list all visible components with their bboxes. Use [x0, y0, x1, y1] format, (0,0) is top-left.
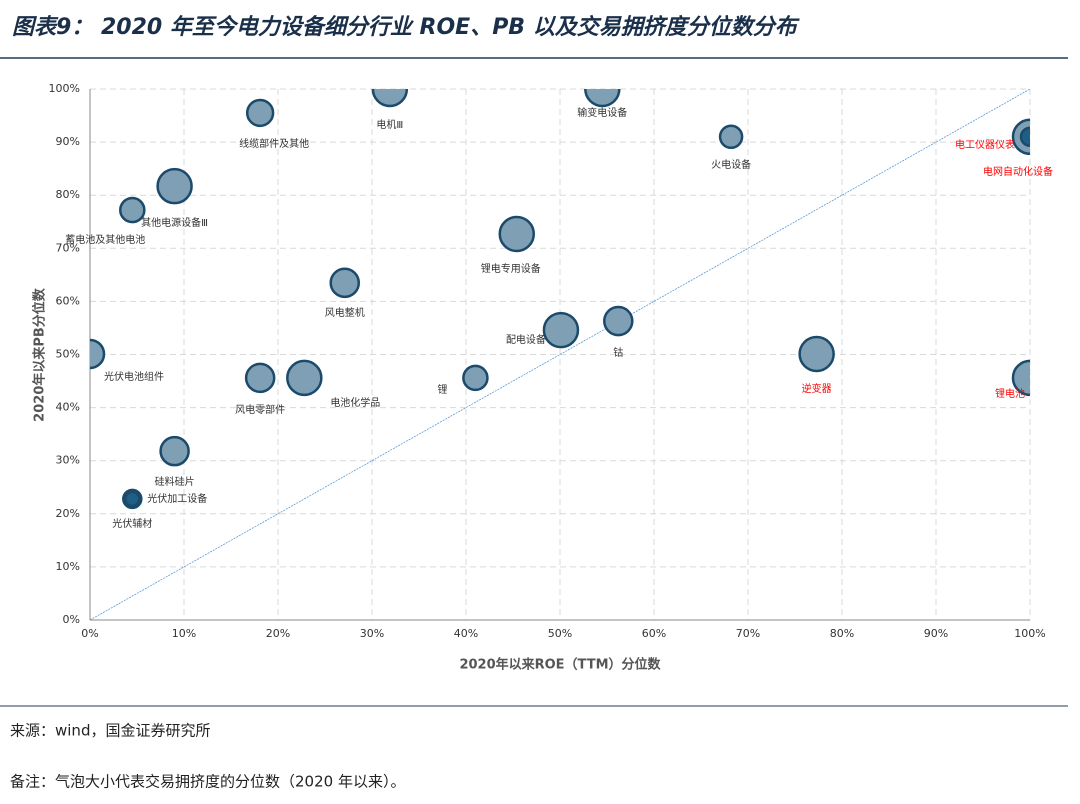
- bubble: [603, 305, 634, 337]
- x-tick-label: 60%: [642, 627, 666, 640]
- bubble: [124, 490, 141, 508]
- bubble: [462, 364, 489, 392]
- x-tick-label: 50%: [548, 627, 572, 640]
- bubble-label: 光伏辅材: [112, 517, 152, 530]
- bubble-label: 光伏加工设备: [147, 492, 207, 505]
- x-tick-label: 10%: [172, 627, 196, 640]
- bubble-label: 电网自动化设备: [983, 165, 1053, 178]
- bubble: [1011, 359, 1030, 397]
- bubble-label: 电机Ⅲ: [376, 118, 403, 131]
- y-tick-label: 10%: [56, 560, 80, 573]
- y-tick-label: 60%: [56, 294, 80, 307]
- bubble-label: 输变电设备: [577, 106, 627, 119]
- bubble-label: 线缆部件及其他: [239, 137, 309, 150]
- bubble-label: 钴: [613, 347, 623, 359]
- bubble: [156, 167, 193, 205]
- page-title: 图表9： 2020 年至今电力设备细分行业 ROE、PB 以及交易拥挤度分位数分…: [12, 14, 800, 40]
- source: 来源：wind，国金证券研究所: [10, 722, 210, 740]
- y-tick-label: 50%: [56, 348, 80, 361]
- bubble-label: 锂: [437, 384, 447, 396]
- y-tick-label: 100%: [49, 82, 80, 95]
- y-tick-label: 0%: [63, 613, 80, 626]
- bubble: [90, 338, 106, 370]
- y-tick-label: 80%: [56, 188, 80, 201]
- note: 备注：气泡大小代表交易拥挤度的分位数（2020 年以来）。: [10, 773, 405, 791]
- bubble: [329, 267, 361, 299]
- bubble-label: 锂电池: [995, 387, 1025, 400]
- x-tick-label: 100%: [1014, 627, 1045, 640]
- bubble-label: 其他电源设备Ⅲ: [141, 216, 208, 229]
- bubble: [798, 335, 835, 373]
- bubble: [245, 98, 275, 128]
- y-tick-label: 70%: [56, 241, 80, 254]
- x-tick-label: 80%: [830, 627, 854, 640]
- x-tick-label: 70%: [736, 627, 760, 640]
- bubble: [159, 435, 190, 467]
- bubble-label: 硅料硅片: [155, 475, 195, 488]
- bubble-label: 光伏电池组件: [104, 370, 164, 383]
- y-tick-label: 90%: [56, 135, 80, 148]
- bubble: [584, 89, 621, 108]
- bubble-label: 逆变器: [802, 382, 832, 395]
- x-tick-label: 20%: [266, 627, 290, 640]
- x-axis-title: 2020年以来ROE（TTM）分位数: [459, 657, 661, 673]
- bubble: [286, 359, 323, 397]
- bubble-label: 风电整机: [325, 306, 365, 319]
- bubble: [244, 362, 276, 394]
- x-tick-label: 40%: [454, 627, 478, 640]
- bubble: [119, 196, 146, 224]
- bubble: [718, 124, 744, 150]
- plot: 0% 10% 20% 30% 40% 50% 60% 70% 80% 90% 100% 0% 10% 20…: [49, 82, 1053, 640]
- bubble-label: 配电设备: [506, 333, 546, 346]
- bubble-label: 电工仪器仪表: [955, 138, 1015, 151]
- bubble: [542, 311, 580, 349]
- y-tick-label: 40%: [56, 401, 80, 414]
- x-tick-label: 90%: [924, 627, 948, 640]
- y-tick-label: 30%: [56, 454, 80, 467]
- bubble: [371, 89, 409, 108]
- bubble-label: 蓄电池及其他电池: [65, 233, 145, 246]
- bubble: [1019, 126, 1030, 148]
- bubble-label: 电池化学品: [330, 396, 380, 409]
- bubbles: [90, 89, 1030, 510]
- bubble: [498, 215, 536, 253]
- x-tick-label: 30%: [360, 627, 384, 640]
- bubble-label: 锂电专用设备: [481, 262, 541, 275]
- bubble-label: 火电设备: [711, 158, 751, 171]
- x-tick-label: 0%: [81, 627, 98, 640]
- y-tick-label: 20%: [56, 507, 80, 520]
- y-axis-title: 2020年以来PB分位数: [32, 287, 48, 422]
- bubble-label: 风电零部件: [235, 403, 285, 416]
